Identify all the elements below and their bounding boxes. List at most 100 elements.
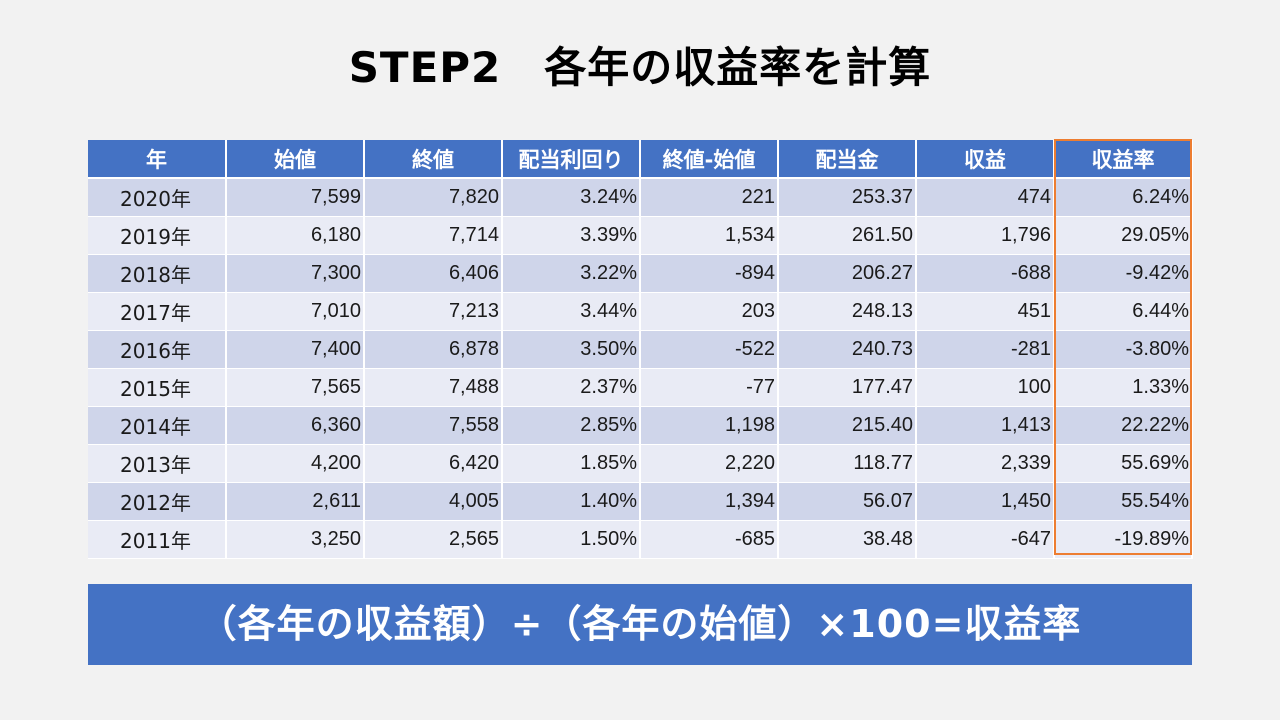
cell-dividend: 38.48: [778, 520, 917, 559]
header-open-price: 始値: [226, 140, 365, 179]
cell-change: 1,198: [640, 406, 779, 445]
cell-close: 6,420: [364, 444, 503, 483]
table-row: 2011年 3,250 2,565 1.50% -685 38.48 -647 …: [88, 520, 1193, 559]
cell-dividend: 253.37: [778, 178, 917, 217]
cell-profit: 451: [916, 292, 1055, 331]
cell-return: -3.80%: [1054, 330, 1193, 369]
cell-dividend: 56.07: [778, 482, 917, 521]
cell-close: 2,565: [364, 520, 503, 559]
cell-return: 6.24%: [1054, 178, 1193, 217]
cell-dividend: 215.40: [778, 406, 917, 445]
cell-year: 2012年: [88, 482, 227, 521]
cell-change: -77: [640, 368, 779, 407]
cell-change: -685: [640, 520, 779, 559]
header-profit: 収益: [916, 140, 1055, 179]
cell-profit: -281: [916, 330, 1055, 369]
cell-close: 7,488: [364, 368, 503, 407]
cell-profit: 100: [916, 368, 1055, 407]
cell-change: 221: [640, 178, 779, 217]
table-header-row: 年 始値 終値 配当利回り 終値-始値 配当金 収益 収益率: [88, 140, 1193, 179]
cell-yield: 3.44%: [502, 292, 641, 331]
cell-open: 7,010: [226, 292, 365, 331]
cell-return: 29.05%: [1054, 216, 1193, 255]
cell-profit: 2,339: [916, 444, 1055, 483]
table-row: 2017年 7,010 7,213 3.44% 203 248.13 451 6…: [88, 292, 1193, 331]
table-row: 2012年 2,611 4,005 1.40% 1,394 56.07 1,45…: [88, 482, 1193, 521]
cell-dividend: 261.50: [778, 216, 917, 255]
cell-close: 7,714: [364, 216, 503, 255]
cell-return: 22.22%: [1054, 406, 1193, 445]
cell-year: 2013年: [88, 444, 227, 483]
cell-yield: 3.24%: [502, 178, 641, 217]
cell-year: 2017年: [88, 292, 227, 331]
cell-change: -522: [640, 330, 779, 369]
cell-year: 2015年: [88, 368, 227, 407]
cell-open: 2,611: [226, 482, 365, 521]
cell-change: 1,394: [640, 482, 779, 521]
slide-title: STEP2 各年の収益率を計算: [348, 43, 932, 92]
cell-close: 7,820: [364, 178, 503, 217]
cell-return: 55.54%: [1054, 482, 1193, 521]
cell-dividend: 118.77: [778, 444, 917, 483]
cell-profit: 1,796: [916, 216, 1055, 255]
cell-year: 2014年: [88, 406, 227, 445]
header-dividend-yield: 配当利回り: [502, 140, 641, 179]
cell-return: 1.33%: [1054, 368, 1193, 407]
cell-year: 2018年: [88, 254, 227, 293]
header-close-price: 終値: [364, 140, 503, 179]
cell-open: 6,180: [226, 216, 365, 255]
cell-year: 2019年: [88, 216, 227, 255]
cell-yield: 3.39%: [502, 216, 641, 255]
cell-yield: 2.85%: [502, 406, 641, 445]
table-row: 2013年 4,200 6,420 1.85% 2,220 118.77 2,3…: [88, 444, 1193, 483]
cell-dividend: 240.73: [778, 330, 917, 369]
cell-open: 3,250: [226, 520, 365, 559]
cell-open: 7,565: [226, 368, 365, 407]
header-year: 年: [88, 140, 227, 179]
formula-banner: （各年の収益額）÷（各年の始値）×100=収益率: [88, 584, 1192, 665]
header-dividend: 配当金: [778, 140, 917, 179]
table-row: 2019年 6,180 7,714 3.39% 1,534 261.50 1,7…: [88, 216, 1193, 255]
cell-profit: -647: [916, 520, 1055, 559]
cell-close: 7,558: [364, 406, 503, 445]
table-row: 2020年 7,599 7,820 3.24% 221 253.37 474 6…: [88, 178, 1193, 217]
cell-return: 6.44%: [1054, 292, 1193, 331]
table-row: 2018年 7,300 6,406 3.22% -894 206.27 -688…: [88, 254, 1193, 293]
table-row: 2015年 7,565 7,488 2.37% -77 177.47 100 1…: [88, 368, 1193, 407]
cell-yield: 1.50%: [502, 520, 641, 559]
cell-profit: -688: [916, 254, 1055, 293]
cell-yield: 1.85%: [502, 444, 641, 483]
cell-yield: 2.37%: [502, 368, 641, 407]
cell-year: 2016年: [88, 330, 227, 369]
cell-dividend: 248.13: [778, 292, 917, 331]
header-price-change: 終値-始値: [640, 140, 779, 179]
cell-open: 6,360: [226, 406, 365, 445]
header-return-rate: 収益率: [1054, 140, 1193, 179]
cell-year: 2011年: [88, 520, 227, 559]
cell-close: 7,213: [364, 292, 503, 331]
returns-table: 年 始値 終値 配当利回り 終値-始値 配当金 収益 収益率 2020年 7,5…: [88, 140, 1193, 559]
cell-yield: 3.50%: [502, 330, 641, 369]
cell-return: -9.42%: [1054, 254, 1193, 293]
cell-year: 2020年: [88, 178, 227, 217]
cell-close: 4,005: [364, 482, 503, 521]
cell-dividend: 177.47: [778, 368, 917, 407]
cell-return: 55.69%: [1054, 444, 1193, 483]
table-row: 2014年 6,360 7,558 2.85% 1,198 215.40 1,4…: [88, 406, 1193, 445]
cell-close: 6,406: [364, 254, 503, 293]
cell-change: 2,220: [640, 444, 779, 483]
cell-open: 4,200: [226, 444, 365, 483]
cell-close: 6,878: [364, 330, 503, 369]
cell-return: -19.89%: [1054, 520, 1193, 559]
cell-change: 1,534: [640, 216, 779, 255]
cell-open: 7,300: [226, 254, 365, 293]
cell-change: -894: [640, 254, 779, 293]
cell-yield: 1.40%: [502, 482, 641, 521]
cell-profit: 474: [916, 178, 1055, 217]
table-row: 2016年 7,400 6,878 3.50% -522 240.73 -281…: [88, 330, 1193, 369]
cell-profit: 1,450: [916, 482, 1055, 521]
cell-yield: 3.22%: [502, 254, 641, 293]
cell-change: 203: [640, 292, 779, 331]
cell-dividend: 206.27: [778, 254, 917, 293]
cell-open: 7,400: [226, 330, 365, 369]
